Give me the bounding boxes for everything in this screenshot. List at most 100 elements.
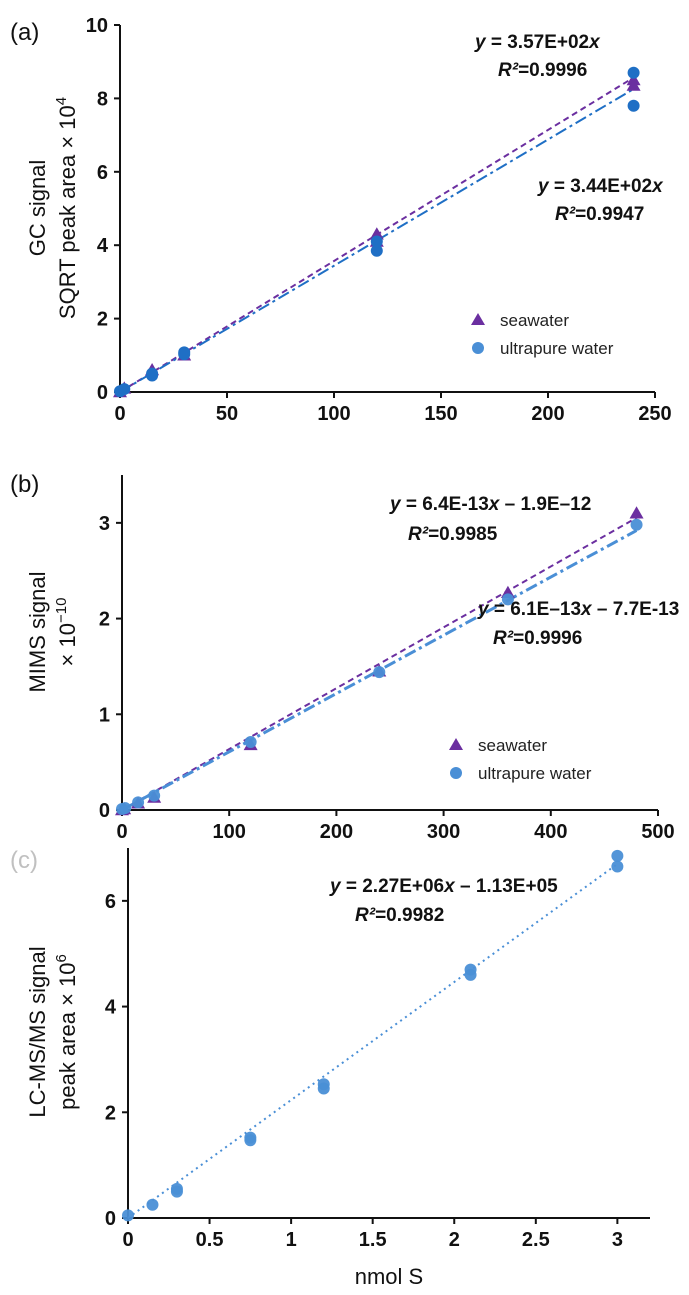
y-axis-label-superscript: 4 bbox=[53, 97, 70, 105]
y-axis-label: GC signal bbox=[25, 160, 50, 257]
x-tick-label: 2.5 bbox=[522, 1229, 550, 1251]
data-point-ultrapure bbox=[244, 736, 257, 749]
trendline-seawater bbox=[121, 516, 638, 811]
data-point-ultrapure bbox=[611, 860, 624, 873]
equation-part: x bbox=[588, 32, 601, 53]
y-axis-label: MIMS signal bbox=[25, 571, 50, 692]
data-point-ultrapure bbox=[370, 244, 383, 257]
chart-panel-3: (c) 0 2 4 6 0 0.5 1 1.5 2 2.5 3 LC-MS/MS signal peak … bbox=[10, 847, 650, 1289]
y-axis-label: LC-MS/MS signal bbox=[25, 946, 50, 1117]
x-tick-label: 200 bbox=[531, 403, 564, 425]
x-tick-label: 250 bbox=[638, 403, 671, 425]
equation-part: x bbox=[443, 876, 456, 897]
r-squared-symbol: R² bbox=[493, 628, 514, 649]
data-point-ultrapure bbox=[119, 802, 132, 815]
y-tick-label: 2 bbox=[97, 309, 108, 331]
y-axis-label-line2: × 10−10 bbox=[53, 598, 80, 667]
equation-part: x bbox=[488, 494, 501, 515]
fit-equation: y = 6.4E-13x – 1.9E–12 bbox=[389, 494, 591, 515]
r-squared-symbol: R² bbox=[555, 204, 576, 225]
x-tick-label: 200 bbox=[320, 821, 353, 843]
data-point-ultrapure bbox=[132, 796, 145, 809]
data-point-ultrapure bbox=[370, 235, 383, 248]
legend-marker-ultrapure bbox=[450, 767, 462, 779]
legend-marker-seawater bbox=[471, 313, 485, 325]
y-axis-label-line2: peak area × 106 bbox=[53, 954, 80, 1110]
y-tick-label: 4 bbox=[97, 235, 109, 257]
panel-label: (c) bbox=[10, 847, 38, 874]
x-tick-label: 400 bbox=[534, 821, 567, 843]
panel-label: (b) bbox=[10, 471, 39, 498]
legend: seawater ultrapure water bbox=[471, 311, 614, 358]
trendline-ultrapure-water bbox=[119, 88, 635, 393]
r-squared-symbol: R² bbox=[355, 905, 376, 926]
trendline-fit bbox=[127, 863, 618, 1219]
data-point-ultrapure bbox=[244, 1134, 257, 1147]
x-tick-label: 0.5 bbox=[196, 1229, 224, 1251]
y-tick-label: 10 bbox=[86, 15, 108, 37]
y-tick-label: 4 bbox=[105, 997, 117, 1019]
data-point-ultrapure bbox=[501, 593, 514, 606]
equation-part: = 6.4E-13 bbox=[401, 494, 489, 515]
data-point-ultrapure bbox=[146, 369, 159, 382]
equation-part: x bbox=[651, 176, 664, 197]
panel-label: (a) bbox=[10, 19, 39, 46]
r-squared-value: =0.9985 bbox=[428, 524, 498, 545]
x-tick-label: 300 bbox=[427, 821, 460, 843]
data-point-ultrapure bbox=[178, 348, 191, 361]
r-squared-value: =0.9996 bbox=[513, 628, 582, 649]
x-tick-label: 2 bbox=[449, 1229, 460, 1251]
y-tick-label: 2 bbox=[105, 1102, 116, 1124]
data-point-ultrapure bbox=[627, 99, 640, 112]
legend: seawater ultrapure water bbox=[449, 736, 592, 783]
legend-label: ultrapure water bbox=[500, 339, 614, 358]
r-squared-value: =0.9947 bbox=[575, 204, 644, 225]
data-point-ultrapure bbox=[146, 1198, 159, 1211]
equation-part: y bbox=[389, 494, 402, 515]
x-tick-label: 50 bbox=[216, 403, 238, 425]
x-tick-label: 0 bbox=[114, 403, 125, 425]
data-point-ultrapure bbox=[122, 1209, 134, 1222]
y-tick-label: 8 bbox=[97, 88, 108, 110]
data-point-ultrapure bbox=[611, 849, 624, 862]
equation-part: = 3.44E+02 bbox=[549, 176, 653, 197]
data-point-ultrapure bbox=[373, 666, 386, 679]
x-tick-label: 100 bbox=[317, 403, 350, 425]
equation-part: y bbox=[329, 876, 342, 897]
x-tick-label: 1 bbox=[286, 1229, 297, 1251]
x-tick-label: 1.5 bbox=[359, 1229, 387, 1251]
fit-r-squared: R²=0.9985 bbox=[408, 524, 498, 545]
y-tick-label: 0 bbox=[99, 800, 110, 822]
data-point-ultrapure bbox=[464, 968, 477, 981]
x-tick-label: 3 bbox=[612, 1229, 623, 1251]
data-point-ultrapure bbox=[148, 789, 161, 802]
data-point-seawater bbox=[629, 506, 644, 519]
data-point-ultrapure bbox=[118, 383, 131, 396]
y-tick-label: 3 bbox=[99, 513, 110, 535]
chart-panel-2: (b) 0 1 2 3 0 100 200 300 400 500 MIMS signal × 10−1… bbox=[10, 471, 679, 843]
data-point-seawater bbox=[626, 78, 641, 91]
equation-part: = 6.1E–13 bbox=[489, 599, 581, 620]
y-tick-label: 0 bbox=[97, 382, 108, 404]
legend-label: ultrapure water bbox=[478, 764, 592, 783]
r-squared-symbol: R² bbox=[498, 60, 519, 81]
data-point-ultrapure bbox=[170, 1185, 183, 1198]
r-squared-symbol: R² bbox=[408, 524, 429, 545]
fit-r-squared: R²=0.9982 bbox=[355, 905, 444, 926]
fit-equation: y = 6.1E–13x – 7.7E-13 bbox=[477, 599, 679, 620]
y-tick-label: 0 bbox=[105, 1208, 116, 1230]
fit-r-squared: R²=0.9947 bbox=[555, 204, 644, 225]
equation-part: y bbox=[477, 599, 490, 620]
x-tick-label: 100 bbox=[213, 821, 246, 843]
x-axis-label: nmol S bbox=[355, 1264, 423, 1289]
fit-r-squared: R²=0.9996 bbox=[493, 628, 582, 649]
equation-part: = 2.27E+06 bbox=[341, 876, 445, 897]
data-point-seawater bbox=[369, 227, 384, 240]
x-tick-label: 150 bbox=[424, 403, 457, 425]
equation-part: – 1.13E+05 bbox=[455, 876, 558, 897]
fit-equation: y = 3.57E+02x bbox=[474, 32, 601, 53]
fit-equation: y = 3.44E+02x bbox=[537, 176, 664, 197]
y-tick-label: 1 bbox=[99, 704, 110, 726]
legend-label: seawater bbox=[478, 736, 547, 755]
